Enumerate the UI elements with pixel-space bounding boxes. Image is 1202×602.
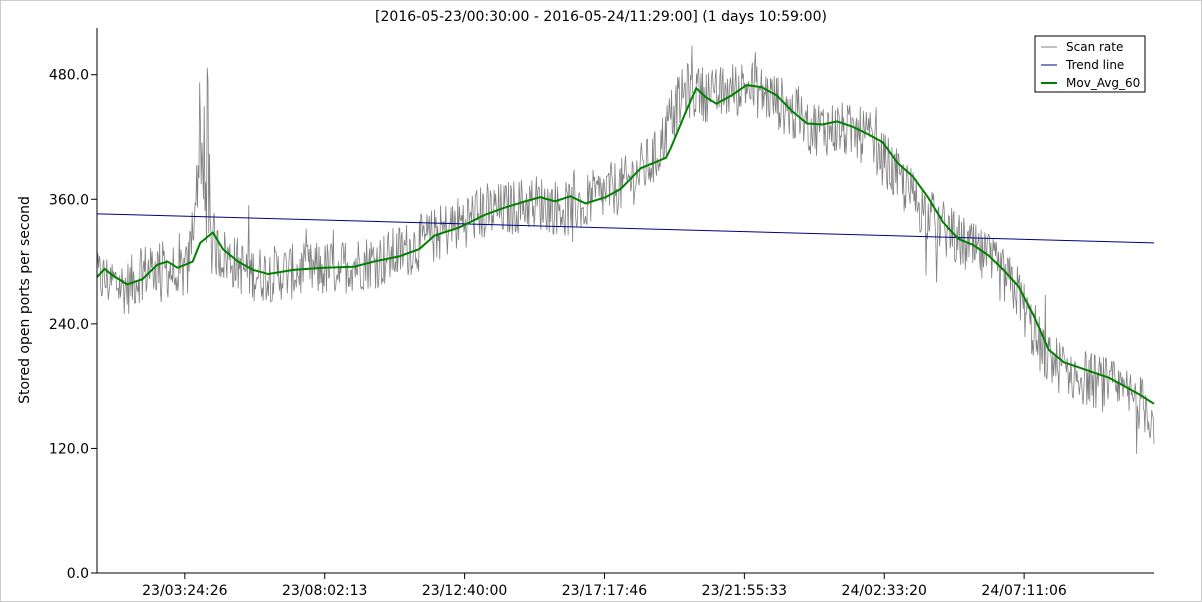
x-tick-label: 23/12:40:00: [422, 583, 507, 599]
series-line-scan-rate: [96, 45, 1155, 454]
y-axis: 0.0 120.0 240.0 360.0 480.0: [49, 28, 98, 582]
plot-area: [96, 45, 1155, 454]
y-axis-label: Stored open ports per second: [17, 196, 33, 404]
legend-label-mov-avg-60: Mov_Avg_60: [1066, 76, 1140, 90]
y-tick-label: 120.0: [49, 441, 89, 457]
x-tick-label: 23/03:24:26: [142, 583, 228, 599]
series-line-trend-line: [96, 213, 1155, 244]
y-tick-label: 0.0: [67, 566, 89, 582]
legend-label-trend-line: Trend line: [1065, 58, 1124, 72]
legend-label-scan-rate: Scan rate: [1066, 40, 1123, 54]
y-tick-label: 240.0: [49, 317, 89, 333]
x-axis: 23/03:24:26 23/08:02:13 23/12:40:00 23/17:1…: [97, 572, 1154, 599]
x-tick-label: 23/17:17:46: [562, 583, 648, 599]
x-tick-label: 23/08:02:13: [282, 583, 367, 599]
y-tick-label: 480.0: [49, 68, 89, 84]
series-line-mov-avg-60: [96, 84, 1155, 405]
y-tick-label: 360.0: [49, 192, 89, 208]
chart-title: [2016-05-23/00:30:00 - 2016-05-24/11:29:…: [375, 9, 827, 25]
legend: Scan rate Trend line Mov_Avg_60: [1034, 35, 1146, 93]
x-tick-label: 24/02:33:20: [842, 583, 927, 599]
x-tick-label: 23/21:55:33: [702, 583, 787, 599]
x-tick-label: 24/07:11:06: [981, 583, 1067, 599]
